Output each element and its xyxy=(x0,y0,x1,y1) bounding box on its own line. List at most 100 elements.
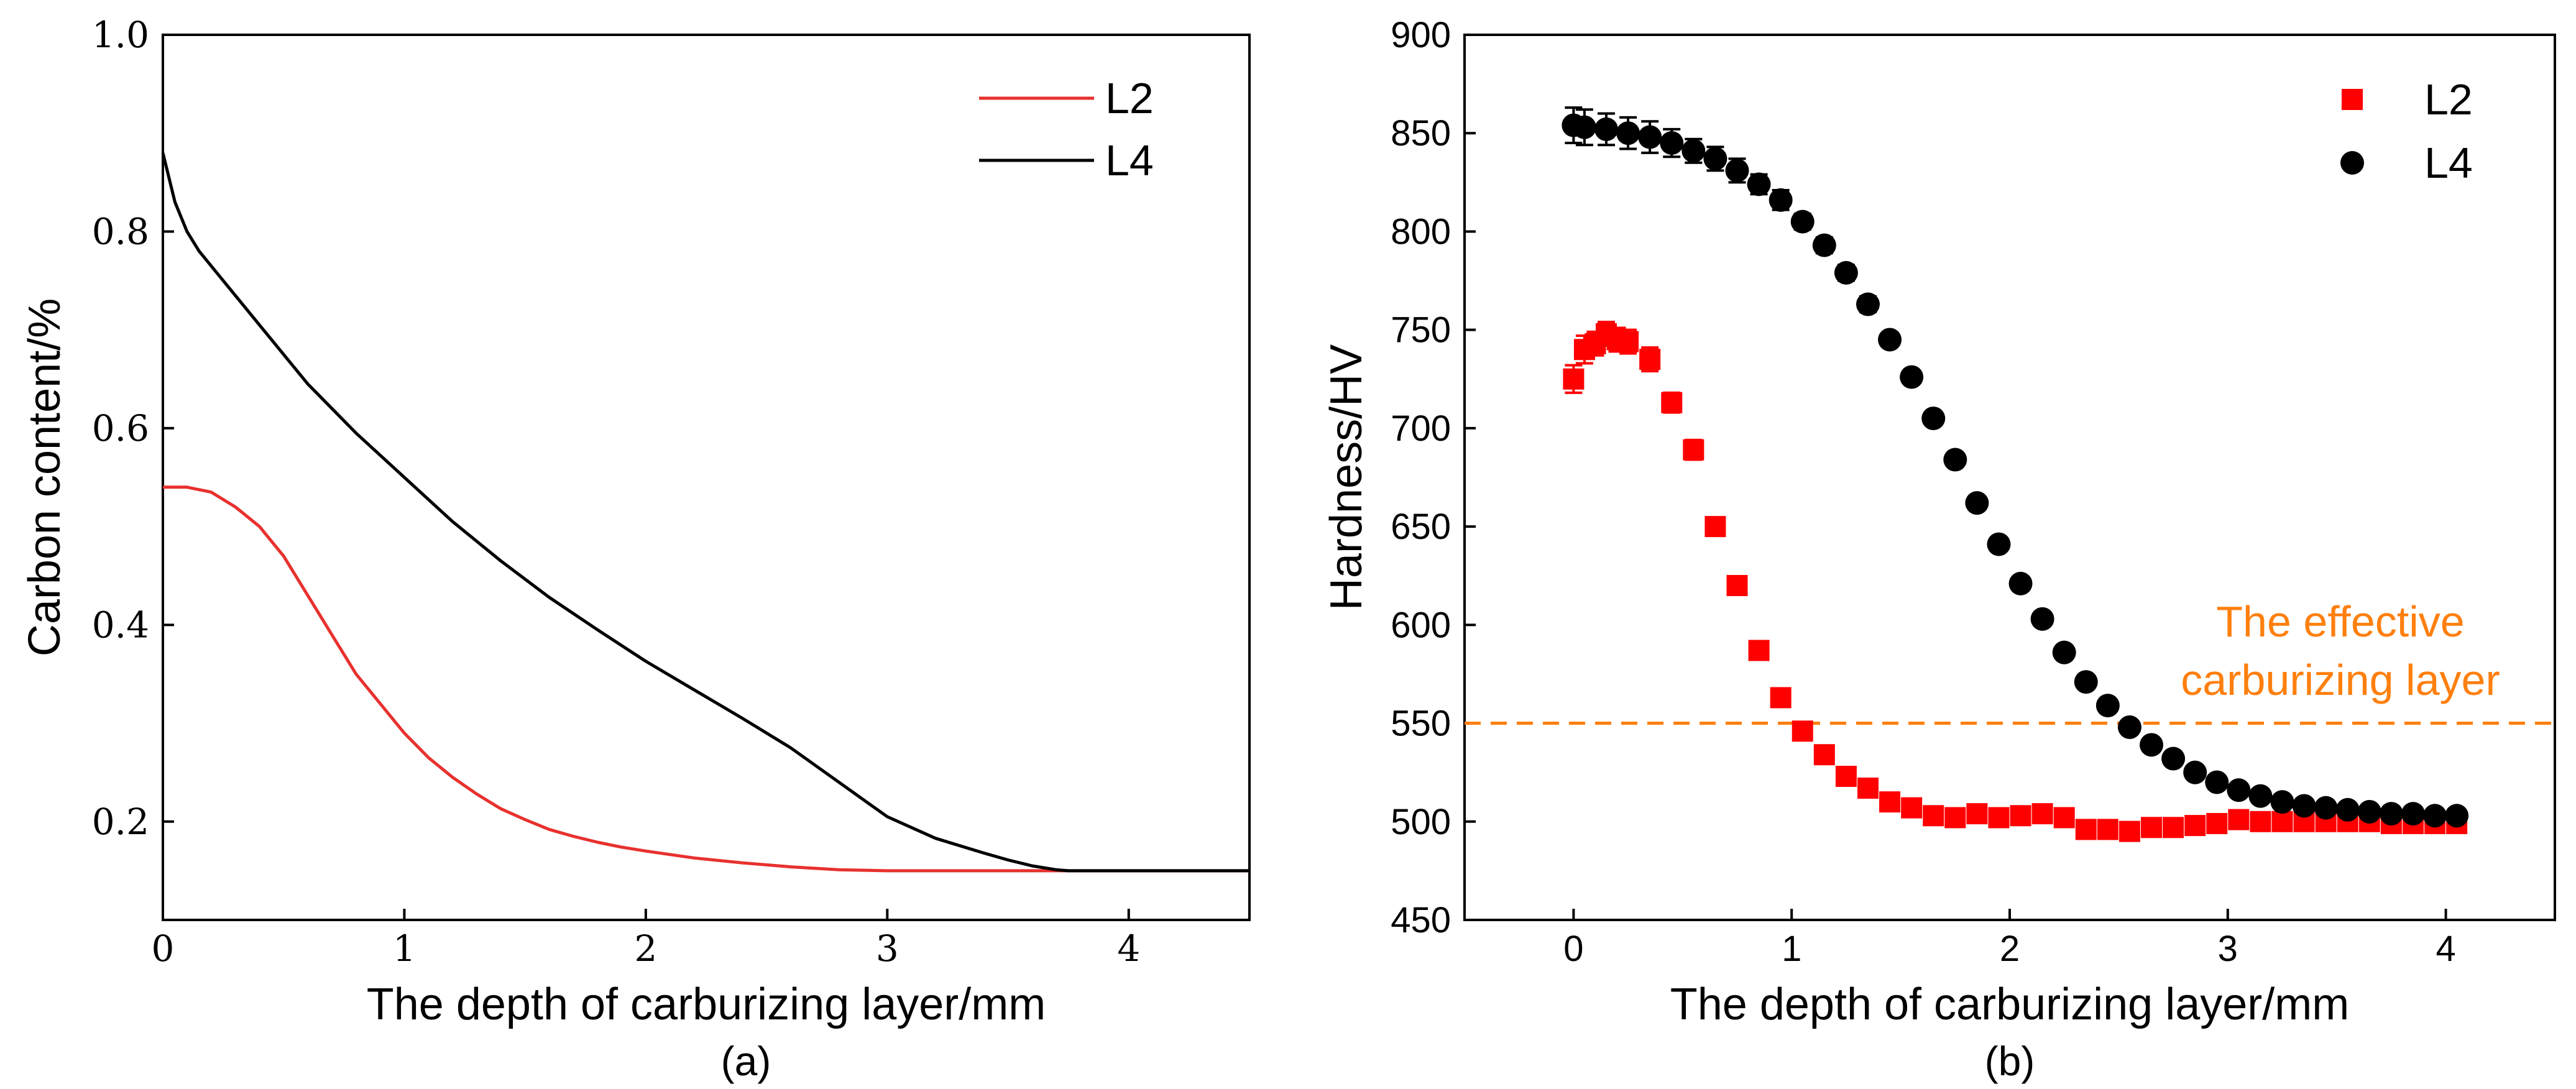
panel-b-point-l4 xyxy=(1834,260,1858,285)
panel-b-y-tick-label: 800 xyxy=(1391,211,1451,252)
panel-b-x-axis-label: The depth of carburizing layer/mm xyxy=(1670,980,2349,1029)
panel-b-legend-swatch-l4 xyxy=(2340,151,2364,175)
panel-b-point-l2 xyxy=(2141,817,2163,839)
panel-a-x-tick-label: 1 xyxy=(393,927,416,970)
panel-a-series xyxy=(161,152,1249,873)
panel-b-point-l4 xyxy=(2270,790,2294,814)
panel-a-x-tick-label: 3 xyxy=(876,927,899,970)
panel-b-point-l4 xyxy=(1812,233,1836,257)
panel-a-x-tick-label: 0 xyxy=(152,927,175,970)
panel-b-point-l2 xyxy=(1835,765,1857,787)
panel-b-point-l4 xyxy=(1943,448,1967,472)
panel-b-point-l2 xyxy=(2271,811,2293,832)
panel-b-point-l2 xyxy=(1857,777,1879,799)
panel-b-point-l2 xyxy=(2163,817,2184,839)
panel-b-y-axis-label: Hardness/HV xyxy=(1322,344,1371,610)
panel-b-point-l2 xyxy=(1748,640,1770,661)
panel-b-point-l4 xyxy=(2140,733,2164,757)
panel-b-plot-frame xyxy=(1463,34,2556,921)
panel-b-point-l2 xyxy=(1879,791,1901,813)
panel-b-point-l4 xyxy=(2052,640,2076,664)
panel-a-x-tick-label: 4 xyxy=(1117,927,1140,970)
panel-b-point-l4 xyxy=(2074,670,2098,694)
panel-b-point-l2 xyxy=(2031,803,2053,825)
panel-b-point-l2 xyxy=(1792,720,1813,742)
panel-a-plot-frame xyxy=(162,34,1251,921)
panel-b-y-tick-label: 600 xyxy=(1391,605,1451,645)
panel-b-point-l4 xyxy=(2357,799,2381,824)
panel-b-point-l4 xyxy=(1572,115,1596,139)
panel-b-point-l4 xyxy=(2379,802,2403,826)
panel-b-point-l2 xyxy=(2075,819,2097,840)
panel-b-point-l4 xyxy=(1921,407,1946,431)
panel-a-y-tick-label: 0.4 xyxy=(92,604,149,646)
panel-b-point-l4 xyxy=(2095,694,2120,718)
panel-b-y-tick-label: 750 xyxy=(1391,310,1451,351)
panel-b-point-l2 xyxy=(1639,349,1661,370)
panel-b-point-l4 xyxy=(1660,131,1684,155)
panel-b-point-l4 xyxy=(1900,365,1924,389)
panel-a-x-axis-label: The depth of carburizing layer/mm xyxy=(367,980,1046,1029)
panel-b-point-l4 xyxy=(2030,607,2054,631)
panel-a-x-tick-label: 2 xyxy=(634,927,657,970)
panel-b-point-l2 xyxy=(1726,575,1748,597)
panel-b-series xyxy=(1562,106,2469,842)
panel-b-point-l4 xyxy=(1725,159,1749,183)
panel-b-point-l4 xyxy=(1856,292,1880,316)
panel-b-legend-swatch-l2 xyxy=(2342,89,2363,110)
panel-b-reference-label-line-1: The effective xyxy=(2216,597,2465,646)
panel-b-ticks: 0 1 2 3 4 450 500 550 600 650 700 750 800 850 900 xyxy=(1391,15,2456,969)
panel-b-point-l4 xyxy=(2248,784,2273,808)
panel-b-point-l2 xyxy=(1770,687,1792,709)
panel-b-point-l2 xyxy=(1901,797,1923,819)
panel-b-point-l2 xyxy=(1923,805,1944,827)
panel-b-legend-label-l4: L4 xyxy=(2424,139,2473,187)
panel-a-y-tick-label: 1.0 xyxy=(92,14,149,56)
panel-b-point-l2 xyxy=(1704,516,1726,538)
panel-b-point-l4 xyxy=(2227,778,2251,802)
panel-b-legend-label-l2: L2 xyxy=(2424,75,2473,124)
panel-b-point-l4 xyxy=(1965,491,1989,515)
panel-b-point-l4 xyxy=(2401,802,2425,826)
panel-b-y-tick-label: 500 xyxy=(1391,802,1451,842)
panel-b-y-tick-label: 850 xyxy=(1391,113,1451,154)
panel-b-point-l2 xyxy=(1661,392,1683,413)
panel-b-point-l4 xyxy=(1616,121,1640,145)
panel-b-point-l4 xyxy=(1638,125,1662,149)
panel-b-x-tick-label: 4 xyxy=(2436,929,2455,969)
panel-b-point-l4 xyxy=(1987,532,2011,556)
panel-b-point-l2 xyxy=(1813,744,1835,766)
panel-b-y-tick-label: 450 xyxy=(1391,900,1451,940)
panel-b-point-l4 xyxy=(2205,770,2229,794)
panel-b-point-l4 xyxy=(1747,172,1771,196)
panel-a-legend-label-l2: L2 xyxy=(1105,74,1154,122)
panel-b-point-l4 xyxy=(1703,147,1727,171)
panel-b-point-l2 xyxy=(2228,809,2250,830)
panel-b-point-l4 xyxy=(1769,188,1793,212)
panel-b-point-l4 xyxy=(2161,747,2186,771)
panel-b-point-l4 xyxy=(2292,794,2316,818)
panel-b-point-l4 xyxy=(2335,797,2360,822)
panel-b-x-tick-label: 2 xyxy=(2000,929,2020,969)
panel-b-y-tick-label: 700 xyxy=(1391,408,1451,449)
panel-b-point-l2 xyxy=(1617,331,1639,352)
panel-b-point-l4 xyxy=(1790,209,1815,234)
panel-a-ticks: 0 1 2 3 4 0.2 0.4 0.6 0.8 1.0 xyxy=(92,14,1140,970)
panel-b-y-tick-label: 550 xyxy=(1391,704,1451,744)
panel-b-y-tick-label: 900 xyxy=(1391,15,1451,55)
panel-b-point-l2 xyxy=(1563,368,1585,390)
panel-a-carbon-content: 0 1 2 3 4 0.2 0.4 0.6 0.8 1.0 L2 L4 The depth of … xyxy=(20,14,1251,1084)
panel-b-legend: L2 L4 xyxy=(2340,75,2473,187)
panel-b-caption: (b) xyxy=(1985,1038,2035,1084)
panel-b-point-l4 xyxy=(1594,117,1619,141)
panel-b-y-tick-label: 650 xyxy=(1391,507,1451,547)
panel-b-point-l2 xyxy=(2118,820,2140,842)
panel-b-point-l4 xyxy=(1681,139,1706,163)
panel-b-x-tick-label: 1 xyxy=(1782,929,1801,969)
panel-b-point-l2 xyxy=(2250,811,2271,832)
panel-a-y-axis-label: Carbon content/% xyxy=(20,298,70,656)
panel-b-point-l2 xyxy=(2010,805,2031,827)
panel-b-point-l2 xyxy=(1683,439,1704,461)
panel-b-point-l4 xyxy=(2314,796,2338,820)
panel-a-y-tick-label: 0.8 xyxy=(92,210,149,252)
